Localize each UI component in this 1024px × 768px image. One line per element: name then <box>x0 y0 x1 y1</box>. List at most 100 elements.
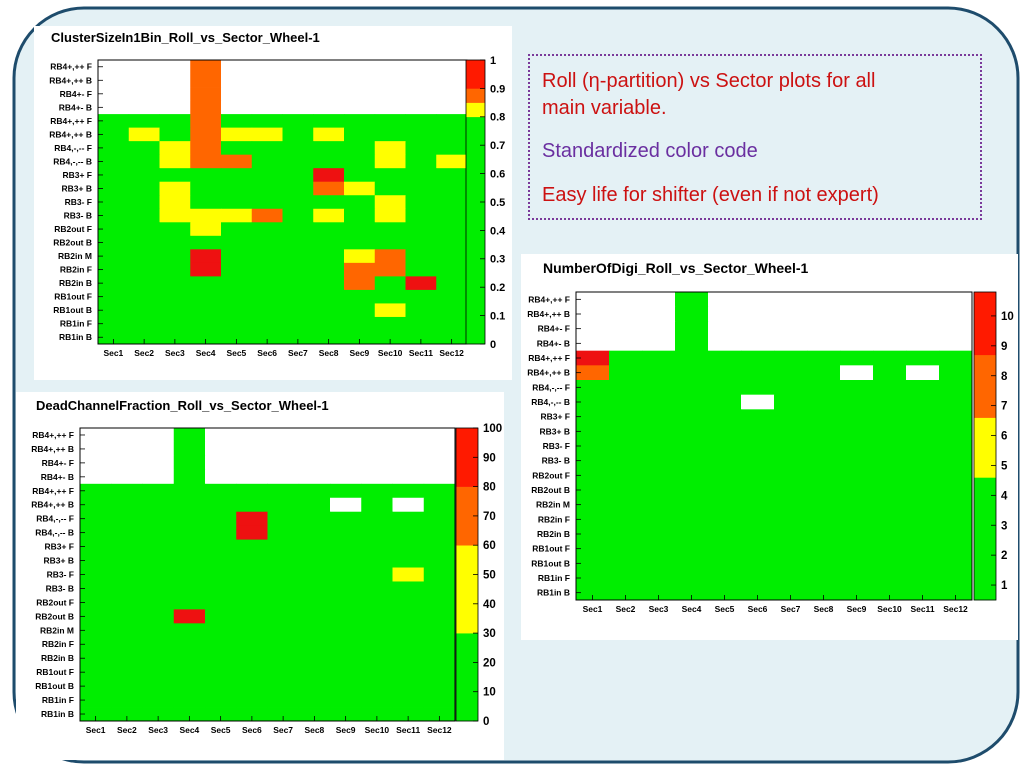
heatmap-cell-rb3-b-sec9 <box>344 181 376 196</box>
heatmap-cell-rb1in-b-sec10 <box>374 330 406 345</box>
heatmap-cell-rb4-f-sec3 <box>159 141 191 156</box>
heatmap-cell-rb3-b-sec3 <box>642 424 676 440</box>
y-tick-label: RB2out F <box>36 597 74 607</box>
heatmap-cell-rb2out-b-sec9 <box>330 609 362 624</box>
heatmap-cell-rb1in-b-sec9 <box>840 585 874 601</box>
heatmap-cell-rb4-f-sec9 <box>344 87 376 101</box>
heatmap-cell-rb3-f-sec9 <box>344 168 376 183</box>
heatmap-cell-rb2out-f-sec3 <box>142 595 175 610</box>
heatmap-cell-rb3-f-sec12 <box>423 539 456 554</box>
heatmap-cell-rb3-b-sec8 <box>298 553 331 568</box>
heatmap-cell-rb3-b-sec10 <box>361 581 393 596</box>
heatmap-cell-rb1in-b-sec11 <box>906 585 940 601</box>
heatmap-cell-rb1in-b-sec10 <box>361 707 393 722</box>
heatmap-cell-rb3-b-sec12 <box>436 208 468 223</box>
heatmap-cell-rb3-f-sec5 <box>205 539 237 554</box>
heatmap-cell-rb2in-b-sec8 <box>807 526 841 542</box>
heatmap-cell-rb2in-b-sec4 <box>173 651 206 666</box>
heatmap-cell-rb2in-b-sec11 <box>906 526 940 542</box>
y-tick-label: RB1out F <box>36 667 74 677</box>
heatmap-cell-rb1in-b-sec6 <box>741 585 775 601</box>
heatmap-cell-rb4-f-sec5 <box>205 483 237 499</box>
heatmap-cell-rb3-b-sec4 <box>190 181 222 196</box>
y-tick-label: RB3+ F <box>540 412 570 422</box>
heatmap-cell-rb4-b-sec12 <box>939 306 973 322</box>
y-tick-label: RB1in F <box>42 695 74 705</box>
heatmap-cell-rb1out-f-sec1 <box>98 289 130 304</box>
heatmap-cell-rb2in-m-sec1 <box>80 623 112 638</box>
heatmap-cell-rb2out-f-sec7 <box>774 468 808 484</box>
heatmap-cell-rb2in-m-sec2 <box>111 623 143 638</box>
heatmap-cell-rb4-b-sec7 <box>267 497 300 513</box>
heatmap-cell-rb2in-b-sec2 <box>609 526 643 542</box>
x-tick-label: Sec2 <box>134 348 154 358</box>
heatmap-cell-rb1out-b-sec4 <box>675 556 709 572</box>
heatmap-cell-rb3-b-sec2 <box>609 453 643 469</box>
heatmap-cell-rb1out-f-sec12 <box>939 541 973 557</box>
heatmap-cell-rb2in-m-sec6 <box>236 623 268 638</box>
heatmap-cell-rb3-f-sec4 <box>190 168 222 183</box>
heatmap-cell-rb4-f-sec12 <box>939 350 973 366</box>
colorbar-tick-label: 0.9 <box>490 83 505 95</box>
colorbar-band <box>466 102 485 118</box>
y-tick-label: RB2in F <box>538 514 570 524</box>
heatmap-cell-rb3-b-sec6 <box>251 181 283 196</box>
heatmap-cell-rb2in-b-sec12 <box>436 276 468 291</box>
heatmap-cell-rb4-b-sec2 <box>609 394 643 410</box>
x-tick-label: Sec12 <box>427 725 452 735</box>
heatmap-cell-rb4-b-sec1 <box>98 127 130 142</box>
heatmap-cell-rb4-b-sec3 <box>142 497 175 513</box>
heatmap-cell-rb4-b-sec10 <box>873 394 907 410</box>
heatmap-cell-rb4-f-sec5 <box>221 60 253 74</box>
heatmap-cell-rb4-b-sec12 <box>423 497 456 513</box>
heatmap-cell-rb4-b-sec1 <box>80 525 112 541</box>
heatmap-cell-rb4-b-sec6 <box>251 100 283 115</box>
heatmap-cell-rb3-b-sec5 <box>221 181 253 196</box>
heatmap-cell-rb1out-f-sec9 <box>840 541 874 557</box>
heatmap-cell-rb4-f-sec5 <box>708 350 742 366</box>
heatmap-cell-rb3-f-sec9 <box>840 438 874 454</box>
y-tick-label: RB3- B <box>64 211 92 221</box>
heatmap-cell-rb4-b-sec5 <box>205 441 237 457</box>
heatmap-cell-rb4-f-sec8 <box>298 455 331 471</box>
heatmap-cell-rb1out-b-sec11 <box>405 303 437 318</box>
heatmap-cell-rb1in-b-sec4 <box>675 585 709 601</box>
heatmap-cell-rb4-f-sec10 <box>873 380 907 396</box>
colorbar-tick-label: 0.2 <box>490 282 505 294</box>
heatmap-cell-rb1out-b-sec3 <box>642 556 676 572</box>
x-tick-label: Sec7 <box>288 348 308 358</box>
heatmap-cell-rb1out-b-sec8 <box>313 303 345 318</box>
heatmap-cell-rb4-b-sec2 <box>609 336 643 352</box>
heatmap-cell-rb2out-f-sec8 <box>807 468 841 484</box>
y-tick-label: RB3+ B <box>44 556 74 566</box>
heatmap-cell-rb4-b-sec12 <box>423 525 456 541</box>
heatmap-cell-rb4-f-sec2 <box>128 141 160 156</box>
x-tick-label: Sec3 <box>148 725 168 735</box>
heatmap-cell-rb4-b-sec11 <box>392 525 425 541</box>
heatmap-cell-rb4-f-sec4 <box>675 292 709 308</box>
heatmap-cell-rb2in-m-sec4 <box>173 623 206 638</box>
heatmap-cell-rb3-b-sec9 <box>840 453 874 469</box>
heatmap-cell-rb4-f-sec3 <box>642 380 676 396</box>
heatmap-cell-rb4-b-sec2 <box>111 441 143 457</box>
heatmap-cell-rb4-f-sec11 <box>906 321 940 337</box>
heatmap-cell-rb4-f-sec12 <box>436 87 468 101</box>
heatmap-cell-rb4-b-sec8 <box>807 306 841 322</box>
cluster-size-heatmap: RB4+,++ F RB4+,++ B RB4+- F RB4+- B RB4+,++ … <box>49 55 506 358</box>
heatmap-cell-rb3-b-sec7 <box>282 181 314 196</box>
heatmap-cell-rb1out-b-sec8 <box>807 556 841 572</box>
heatmap-cell-rb4-b-sec1 <box>576 336 610 352</box>
y-tick-label: RB3+ B <box>62 183 92 193</box>
heatmap-cell-rb3-f-sec8 <box>807 438 841 454</box>
heatmap-cell-rb4-b-sec12 <box>436 127 468 142</box>
heatmap-cell-rb4-b-sec3 <box>159 127 191 142</box>
heatmap-cell-rb2out-f-sec8 <box>298 595 331 610</box>
y-tick-label: RB4+,++ F <box>528 353 570 363</box>
x-tick-label: Sec12 <box>943 604 968 614</box>
heatmap-cell-rb2out-f-sec1 <box>80 595 112 610</box>
y-tick-label: RB1out F <box>54 292 92 302</box>
heatmap-cell-rb2in-m-sec11 <box>392 623 425 638</box>
heatmap-cell-rb2out-f-sec12 <box>436 222 468 237</box>
heatmap-cell-rb4-f-sec11 <box>392 511 425 527</box>
x-tick-label: Sec8 <box>319 348 339 358</box>
